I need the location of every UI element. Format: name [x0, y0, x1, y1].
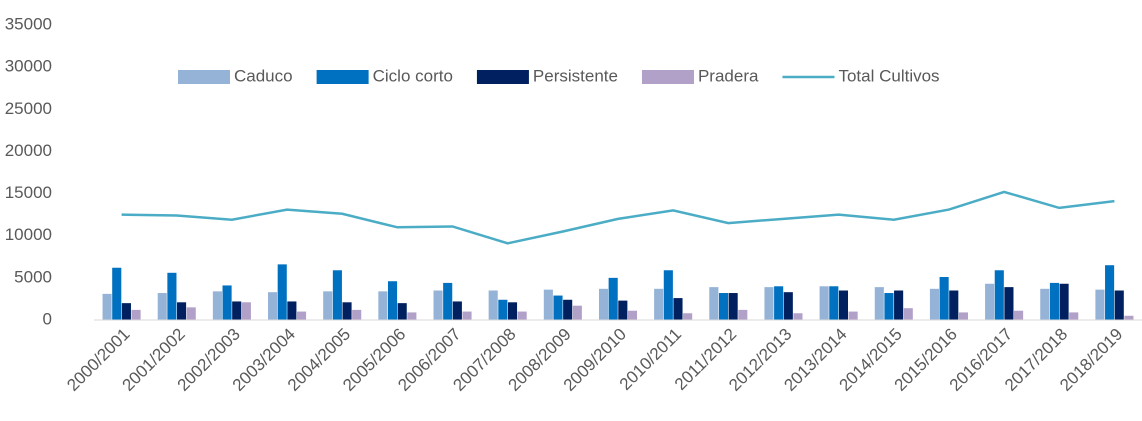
y-tick-label: 0	[43, 309, 52, 328]
line	[121, 190, 1115, 245]
bar	[718, 293, 729, 320]
bar	[342, 302, 352, 320]
y-tick-label: 5000	[14, 267, 52, 286]
legend-label: Persistente	[533, 66, 618, 85]
bar	[332, 270, 342, 320]
y-tick-label: 15000	[5, 183, 52, 202]
bar	[683, 313, 693, 320]
bar	[488, 290, 498, 320]
bar	[598, 288, 609, 320]
bar	[838, 290, 849, 320]
bar	[874, 287, 884, 320]
legend-swatch	[316, 70, 369, 84]
bar	[884, 293, 894, 320]
bar	[167, 272, 177, 320]
bar	[112, 267, 122, 320]
bar	[1095, 289, 1105, 320]
legend-label: Pradera	[698, 66, 759, 85]
bar	[663, 270, 673, 320]
legend-label: Ciclo corto	[373, 66, 453, 85]
bar	[819, 286, 829, 320]
legend-swatch	[476, 70, 529, 84]
bar	[517, 311, 527, 320]
bar	[1040, 288, 1050, 320]
bar	[572, 305, 582, 320]
bar	[277, 264, 287, 320]
bar	[102, 293, 112, 320]
bar	[764, 287, 774, 320]
bar	[738, 309, 748, 320]
bar	[1105, 265, 1115, 320]
bar	[1014, 310, 1024, 320]
legend-label: Total Cultivos	[838, 66, 939, 85]
bar	[222, 285, 232, 320]
bar	[462, 311, 472, 320]
bar	[186, 307, 196, 320]
bar	[949, 290, 959, 320]
bar	[553, 295, 563, 320]
bar	[387, 281, 398, 320]
bar	[728, 293, 738, 320]
bar	[433, 290, 443, 320]
bar	[1114, 290, 1124, 320]
bar	[563, 299, 573, 320]
bar	[232, 301, 242, 320]
bar	[498, 299, 508, 320]
bar	[131, 309, 141, 320]
bar	[929, 288, 940, 320]
bar	[378, 291, 388, 320]
bar	[268, 292, 278, 320]
bar	[903, 308, 913, 320]
bar	[793, 313, 803, 320]
y-tick-label: 35000	[5, 14, 52, 33]
legend-swatch	[178, 70, 230, 84]
bar	[121, 303, 131, 320]
bar	[673, 298, 683, 320]
bar	[157, 293, 167, 320]
legend-label: Caduco	[234, 66, 293, 85]
bar	[774, 286, 784, 320]
bar	[1124, 315, 1134, 320]
bar	[352, 309, 362, 320]
bar	[177, 302, 187, 320]
y-tick-label: 20000	[5, 141, 52, 160]
bar	[443, 282, 453, 320]
bar	[894, 290, 904, 320]
bar	[407, 312, 417, 320]
bar	[1069, 312, 1079, 320]
bar	[654, 288, 664, 320]
bar	[241, 302, 251, 320]
bar	[452, 301, 462, 320]
bar	[1004, 287, 1014, 320]
bar	[958, 312, 968, 320]
bar	[829, 286, 839, 320]
bar	[985, 283, 995, 320]
bar	[507, 302, 518, 320]
legend-swatch	[641, 70, 694, 84]
y-tick-label: 25000	[5, 99, 52, 118]
bar	[709, 287, 719, 320]
bar	[848, 311, 858, 320]
bar	[397, 303, 407, 320]
y-tick-label: 30000	[5, 57, 52, 76]
bar	[543, 289, 553, 320]
bar	[618, 300, 628, 320]
bar	[994, 270, 1004, 320]
bar	[1049, 282, 1059, 320]
y-tick-label: 10000	[5, 225, 52, 244]
bar	[939, 277, 949, 320]
bar	[212, 291, 222, 320]
bar	[608, 277, 618, 320]
bar	[296, 311, 307, 320]
bar	[627, 310, 638, 320]
bar	[783, 292, 793, 320]
bar	[287, 301, 297, 320]
bar	[323, 291, 333, 320]
bar	[1059, 283, 1069, 320]
